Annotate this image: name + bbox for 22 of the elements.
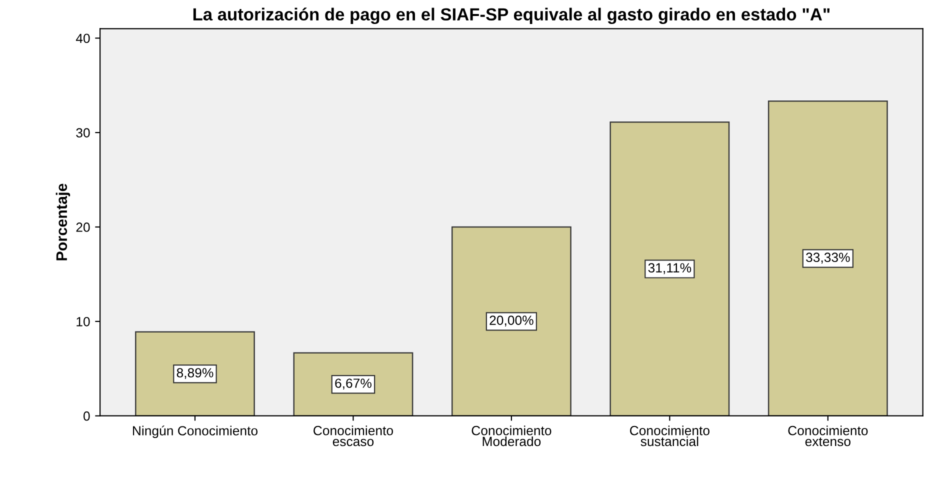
bar <box>610 121 730 416</box>
x-tick-label: Conocimiento sustancial <box>630 426 710 446</box>
y-tick-label: 10 <box>76 316 90 326</box>
bar <box>451 226 572 416</box>
y-tick-label: 20 <box>76 222 90 232</box>
x-tick-label: Conocimiento Moderado <box>472 426 552 446</box>
bar <box>293 352 414 416</box>
x-tick-label: Conocimiento escaso <box>314 426 393 446</box>
y-tick-label: 0 <box>84 411 90 421</box>
y-axis-title: Porcentaje <box>56 184 70 260</box>
bar <box>135 331 255 416</box>
data-label: 31,11% <box>648 263 692 274</box>
y-tick-label: 40 <box>76 34 90 44</box>
y-tick-label: 30 <box>76 128 90 138</box>
data-label: 20,00% <box>490 316 534 327</box>
data-label: 33,33% <box>806 252 850 264</box>
x-tick-label: Conocimiento extenso <box>788 426 868 446</box>
bar <box>768 100 888 416</box>
data-label: 6,67% <box>335 378 372 390</box>
data-label: 8,89% <box>176 368 214 379</box>
x-tick-label: Ningún Conocimiento <box>132 426 258 438</box>
chart-title: La autorización de pago en el SIAF-SP equivale al gasto girado en estado "A" <box>193 8 830 24</box>
